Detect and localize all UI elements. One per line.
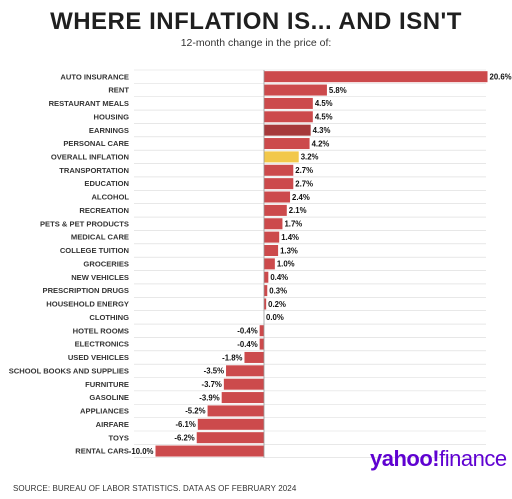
value-label: 4.5% [315, 99, 333, 108]
logo-yahoo-text: yahoo [370, 446, 433, 471]
category-label: PRESCRIPTION DRUGS [43, 286, 130, 295]
bar [264, 298, 267, 310]
value-label: 1.3% [280, 246, 298, 255]
category-label: RECREATION [79, 206, 129, 215]
value-label: 4.2% [312, 139, 330, 148]
bar [221, 392, 264, 404]
bar [264, 271, 269, 283]
bar [155, 445, 264, 457]
bar [207, 405, 264, 417]
category-label: AIRFARE [96, 420, 129, 429]
value-label: 3.2% [301, 153, 319, 162]
category-label: PETS & PET PRODUCTS [40, 219, 129, 228]
bar [264, 124, 311, 136]
bar [259, 325, 264, 337]
bar [264, 191, 291, 203]
category-label: ELECTRONICS [75, 340, 129, 349]
category-label: HOUSEHOLD ENERGY [46, 300, 129, 309]
value-label: 1.0% [277, 260, 295, 269]
category-label: AUTO INSURANCE [60, 72, 129, 81]
category-label: APPLIANCES [80, 407, 129, 416]
category-label: GROCERIES [83, 259, 129, 268]
category-label: HOUSING [94, 112, 130, 121]
chart-title: WHERE INFLATION IS... AND ISN'T [50, 8, 462, 35]
category-label: MEDICAL CARE [71, 233, 129, 242]
category-label: EDUCATION [84, 179, 129, 188]
value-label: 0.0% [266, 313, 284, 322]
bar [264, 138, 310, 150]
yahoo-finance-logo: yahoo!finance [370, 446, 507, 472]
category-label: CLOTHING [89, 313, 129, 322]
value-label: -10.0% [129, 447, 154, 456]
value-label: 1.7% [284, 220, 302, 229]
category-label: RENTAL CARS [75, 447, 129, 456]
bar [264, 178, 294, 190]
value-label: 1.4% [281, 233, 299, 242]
bar [226, 365, 264, 377]
bar [264, 97, 313, 109]
bar [264, 111, 313, 123]
value-label: 0.3% [269, 286, 287, 295]
category-label: ALCOHOL [91, 193, 129, 202]
value-label: 2.4% [292, 193, 310, 202]
bar-chart: AUTO INSURANCE 20.6% RENT 5.8% RESTAURANT ME… [9, 69, 512, 459]
category-label: EARNINGS [89, 126, 129, 135]
category-label: HOTEL ROOMS [73, 326, 129, 335]
category-label: NEW VEHICLES [71, 273, 129, 282]
bar [264, 164, 294, 176]
value-label: 2.7% [295, 166, 313, 175]
bar [264, 71, 488, 83]
bar [264, 231, 280, 243]
value-label: 2.7% [295, 179, 313, 188]
bar [196, 432, 264, 444]
value-label: -3.7% [201, 380, 221, 389]
bar [197, 418, 264, 430]
category-label: COLLEGE TUITION [60, 246, 129, 255]
value-label: -0.4% [237, 327, 257, 336]
category-label: USED VEHICLES [68, 353, 129, 362]
bar [264, 258, 275, 270]
bar [264, 244, 279, 256]
bar [264, 285, 268, 297]
category-label: SCHOOL BOOKS AND SUPPLIES [9, 366, 129, 375]
value-label: -1.8% [222, 353, 242, 362]
category-label: RESTAURANT MEALS [49, 99, 129, 108]
category-label: GASOLINE [89, 393, 129, 402]
value-label: -0.4% [237, 340, 257, 349]
value-label: 0.4% [270, 273, 288, 282]
bar [264, 204, 287, 216]
value-label: -3.5% [204, 367, 224, 376]
value-label: 4.3% [313, 126, 331, 135]
value-label: -6.2% [174, 433, 194, 442]
category-label: PERSONAL CARE [63, 139, 129, 148]
logo-finance-text: finance [439, 446, 507, 471]
category-label: TOYS [108, 433, 129, 442]
value-label: 20.6% [490, 72, 512, 81]
value-label: -6.1% [175, 420, 195, 429]
bar [264, 151, 299, 163]
bar [264, 84, 327, 96]
chart-subtitle: 12-month change in the price of: [180, 37, 332, 49]
value-label: 0.2% [268, 300, 286, 309]
bar [259, 338, 264, 350]
source-note: SOURCE: BUREAU OF LABOR STATISTICS. DATA… [13, 484, 297, 493]
bar [264, 218, 283, 230]
category-label: RENT [108, 86, 129, 95]
category-label: OVERALL INFLATION [51, 153, 129, 162]
value-label: -3.9% [199, 393, 219, 402]
bar [244, 351, 264, 363]
value-label: 5.8% [329, 86, 347, 95]
logo-bang-text: ! [432, 446, 440, 471]
category-label: FURNITURE [85, 380, 129, 389]
value-label: -5.2% [185, 407, 205, 416]
value-label: 2.1% [289, 206, 307, 215]
bar [223, 378, 264, 390]
value-label: 4.5% [315, 113, 333, 122]
category-label: TRANSPORTATION [59, 166, 129, 175]
